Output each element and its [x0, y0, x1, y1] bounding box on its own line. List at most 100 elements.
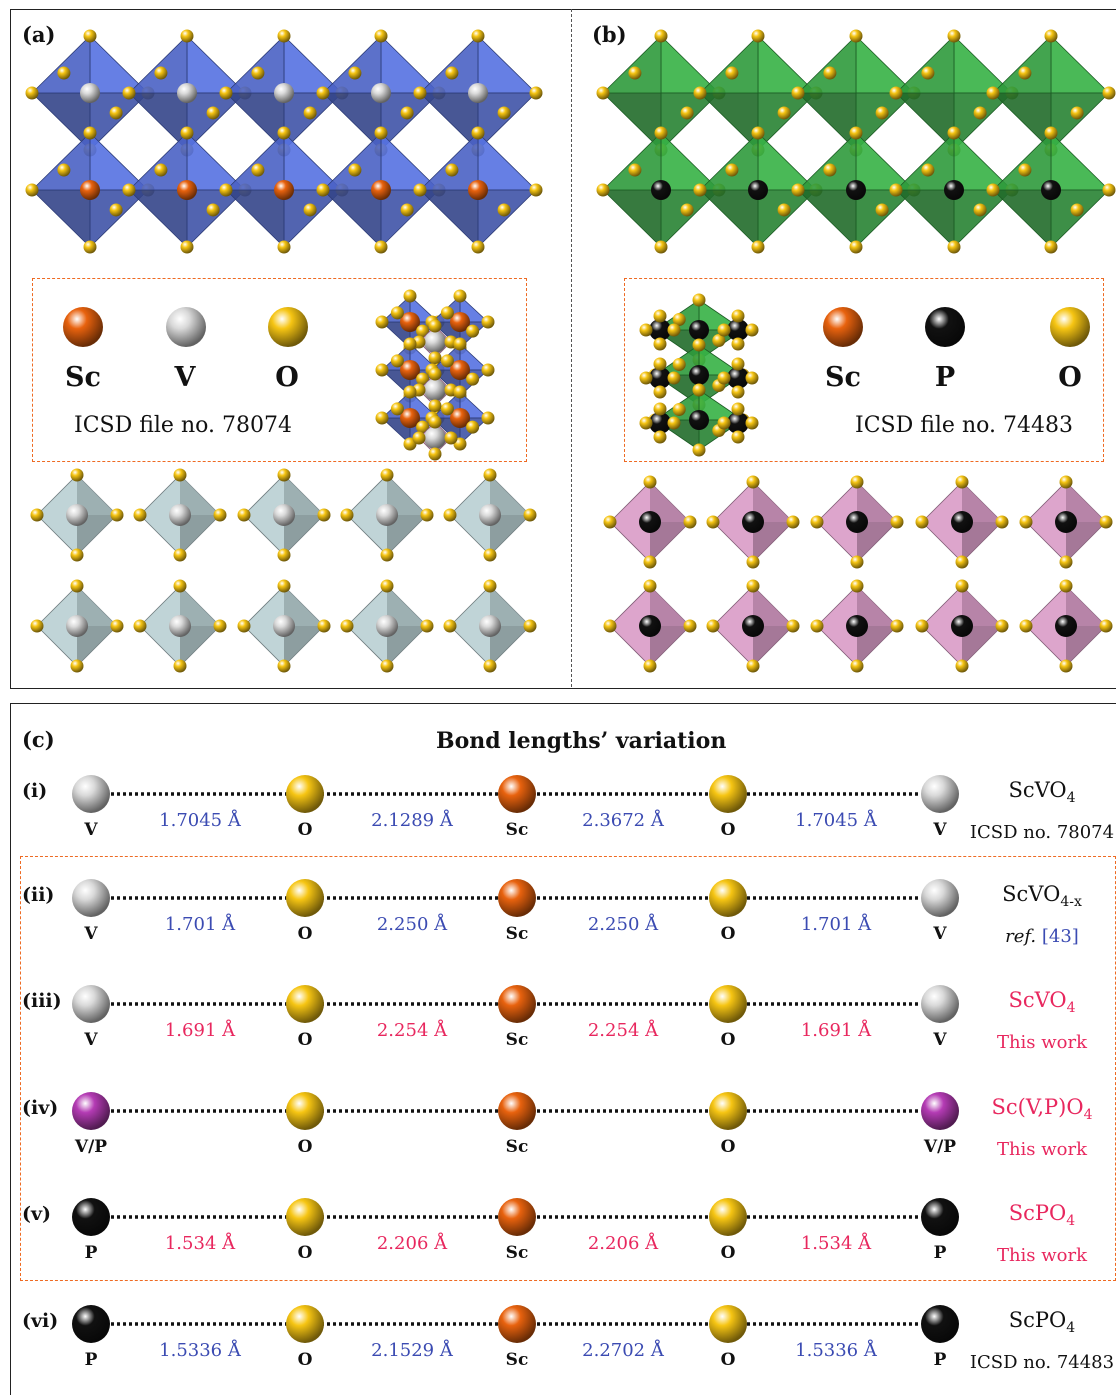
o-atom [340, 619, 354, 633]
legend-a-o-label: O [275, 362, 299, 393]
o-atom [340, 508, 354, 522]
vo4-tetrahedron [443, 579, 537, 673]
o-atom [390, 306, 404, 320]
atom-name-label: O [720, 1350, 736, 1370]
blue-octahedron [122, 29, 252, 157]
cell-thumb-tetrahedron [412, 415, 458, 461]
atom-name-label: O [720, 1243, 736, 1263]
o-atom [823, 66, 837, 80]
center-atom [944, 180, 964, 200]
o-atom-sphere [286, 879, 324, 917]
green-octahedron [889, 29, 1019, 157]
o-atom [810, 619, 824, 633]
vo4-tetrahedron [133, 579, 227, 673]
compound-formula: ScVO4 [1008, 988, 1076, 1017]
o-atom [428, 319, 442, 333]
o-atom [219, 86, 233, 100]
atom-name-label: Sc [505, 820, 529, 840]
o-atom [375, 315, 389, 329]
center-atom [1055, 511, 1077, 533]
atom-name-label: V [933, 1030, 947, 1050]
o-atom [1102, 183, 1116, 197]
center-atom [468, 83, 488, 103]
o-atom [348, 163, 362, 177]
o-atom [628, 66, 642, 80]
center-atom [1041, 180, 1061, 200]
o-atom [466, 324, 480, 338]
o-atom [596, 183, 610, 197]
o-atom-sphere [286, 1092, 324, 1130]
atom-name-label: Sc [505, 924, 529, 944]
o-atom [416, 420, 430, 434]
o-atom [995, 619, 1009, 633]
o-atom-sphere [709, 775, 747, 813]
po4-tetrahedron [810, 475, 904, 569]
o-atom [316, 183, 330, 197]
bond-length-label: 1.534 Å [800, 1233, 872, 1254]
o-atom [173, 548, 187, 562]
vo4-tetrahedron [30, 468, 124, 562]
o-atom [875, 106, 889, 120]
o-atom [603, 619, 617, 633]
o-atom [109, 106, 123, 120]
o-atom [680, 106, 694, 120]
blue-octahedron [219, 29, 349, 157]
atom-name-label: O [297, 1350, 313, 1370]
o-atom [133, 619, 147, 633]
center-atom [450, 312, 470, 332]
o-atom [915, 619, 929, 633]
o-atom [850, 579, 864, 593]
o-atom [440, 402, 454, 416]
p-atom-sphere [921, 1305, 959, 1343]
o-atom [643, 659, 657, 673]
legend-a-sc-label: Sc [65, 362, 101, 393]
o-atom [850, 475, 864, 489]
o-atom [110, 619, 124, 633]
green-octahedron [693, 126, 823, 254]
o-atom [810, 515, 824, 529]
bond-length-label: 1.7045 Å [795, 810, 877, 831]
o-atom [471, 240, 485, 254]
center-atom [169, 615, 191, 637]
po4-tetrahedron [915, 475, 1009, 569]
center-atom [689, 365, 709, 385]
vo4-tetrahedron [30, 579, 124, 673]
center-atom [400, 312, 420, 332]
atom-name-label: Sc [505, 1243, 529, 1263]
o-atom-sphere [286, 1198, 324, 1236]
o-atom [850, 555, 864, 569]
o-atom [374, 29, 388, 43]
o-atom [973, 106, 987, 120]
center-atom [846, 180, 866, 200]
o-atom [445, 66, 459, 80]
atom-name-label: V/P [923, 1137, 957, 1157]
compound-formula: ScPO4 [1008, 1201, 1076, 1230]
bond-length-label: 1.7045 Å [159, 810, 241, 831]
o-atom [466, 372, 480, 386]
o-atom [213, 619, 227, 633]
o-atom [1044, 126, 1058, 140]
scvo4-blue-polyhedra-lattice [25, 29, 1116, 673]
o-atom [973, 203, 987, 217]
blue-octahedron [25, 29, 155, 157]
o-atom [654, 126, 668, 140]
o-atom [481, 315, 495, 329]
panel-b-label: (b) [592, 22, 627, 47]
legend-b-o-sphere [1050, 307, 1090, 347]
blue-octahedron [122, 126, 252, 254]
sc-atom-sphere [498, 1092, 536, 1130]
atom-name-label: P [933, 1243, 947, 1263]
bond-length-label: 2.206 Å [587, 1233, 659, 1254]
o-atom [481, 411, 495, 425]
center-atom [273, 504, 295, 526]
o-atom [947, 126, 961, 140]
o-atom [483, 659, 497, 673]
v-atom-sphere [72, 985, 110, 1023]
o-atom [180, 29, 194, 43]
center-atom [742, 511, 764, 533]
bond-length-label: 2.250 Å [376, 914, 448, 935]
o-atom [746, 555, 760, 569]
o-atom [791, 86, 805, 100]
o-atom [1059, 659, 1073, 673]
o-atom [731, 402, 745, 416]
